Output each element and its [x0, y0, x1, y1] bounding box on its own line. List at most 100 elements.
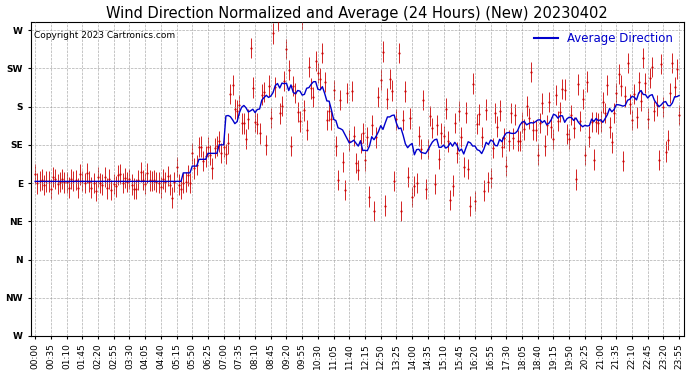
Point — [241, 136, 252, 142]
Point — [310, 58, 321, 64]
Point — [499, 135, 510, 141]
Point — [638, 55, 649, 61]
Point — [55, 179, 66, 185]
Point — [429, 181, 440, 187]
Point — [70, 177, 81, 183]
Point — [250, 119, 261, 125]
Point — [270, 84, 281, 90]
Point — [649, 108, 660, 114]
Point — [144, 177, 155, 183]
Point — [431, 122, 442, 128]
Point — [366, 122, 377, 128]
Point — [95, 180, 106, 186]
Point — [234, 102, 245, 108]
Point — [209, 145, 220, 151]
Point — [571, 177, 582, 183]
Point — [46, 186, 57, 192]
Point — [669, 84, 680, 90]
Text: Copyright 2023 Cartronics.com: Copyright 2023 Cartronics.com — [34, 31, 175, 40]
Point — [304, 64, 315, 70]
Point — [121, 179, 132, 185]
Point — [322, 117, 333, 123]
Point — [34, 178, 45, 184]
Point — [476, 134, 487, 140]
Point — [155, 184, 166, 190]
Point — [463, 166, 474, 172]
Point — [539, 142, 550, 148]
Point — [490, 110, 501, 116]
Point — [362, 134, 373, 140]
Point — [331, 143, 342, 149]
Point — [259, 89, 270, 95]
Point — [342, 90, 353, 96]
Point — [422, 146, 433, 152]
Point — [288, 83, 299, 89]
Point — [37, 177, 48, 183]
Point — [508, 135, 519, 141]
Point — [335, 97, 346, 103]
Point — [313, 70, 324, 76]
Point — [274, 110, 285, 116]
Point — [584, 134, 595, 140]
Point — [604, 124, 615, 130]
Point — [656, 61, 667, 67]
Point — [409, 183, 420, 189]
Point — [110, 183, 121, 189]
Point — [557, 86, 568, 92]
Point — [66, 176, 77, 182]
Point — [388, 178, 400, 184]
Point — [135, 169, 146, 175]
Point — [445, 197, 456, 203]
Point — [306, 86, 317, 92]
Point — [483, 179, 494, 185]
Point — [598, 99, 609, 105]
Point — [252, 121, 263, 127]
Point — [344, 138, 355, 144]
Point — [377, 49, 388, 55]
Point — [640, 80, 651, 86]
Point — [220, 151, 231, 157]
Point — [83, 178, 95, 184]
Point — [59, 180, 70, 186]
Point — [526, 69, 537, 75]
Point — [393, 50, 404, 56]
Point — [624, 101, 635, 107]
Point — [371, 134, 382, 140]
Point — [171, 164, 182, 170]
Point — [615, 82, 627, 88]
Point — [595, 118, 606, 124]
Point — [216, 150, 227, 156]
Point — [173, 182, 184, 188]
Point — [169, 179, 180, 185]
Point — [485, 175, 496, 181]
Point — [368, 208, 380, 214]
Point — [238, 120, 249, 126]
Point — [550, 92, 561, 98]
Point — [211, 143, 222, 149]
Point — [254, 130, 265, 136]
Point — [577, 96, 588, 102]
Point — [544, 99, 555, 105]
Point — [537, 100, 548, 106]
Point — [653, 157, 664, 163]
Point — [364, 194, 375, 200]
Point — [32, 180, 43, 186]
Point — [458, 164, 469, 170]
Point — [81, 170, 92, 176]
Point — [667, 60, 678, 66]
Point — [247, 85, 258, 91]
Point — [308, 94, 319, 100]
Point — [451, 150, 462, 156]
Point — [568, 124, 579, 130]
Point — [510, 112, 521, 118]
Point — [319, 79, 330, 85]
Point — [133, 177, 144, 183]
Point — [117, 180, 128, 186]
Point — [395, 208, 406, 214]
Point — [487, 145, 498, 151]
Point — [562, 131, 573, 137]
Point — [662, 137, 673, 143]
Point — [586, 119, 597, 125]
Point — [664, 90, 676, 96]
Point — [137, 177, 148, 183]
